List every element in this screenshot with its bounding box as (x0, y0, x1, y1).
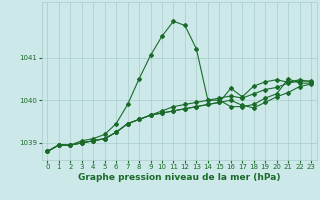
X-axis label: Graphe pression niveau de la mer (hPa): Graphe pression niveau de la mer (hPa) (78, 173, 280, 182)
